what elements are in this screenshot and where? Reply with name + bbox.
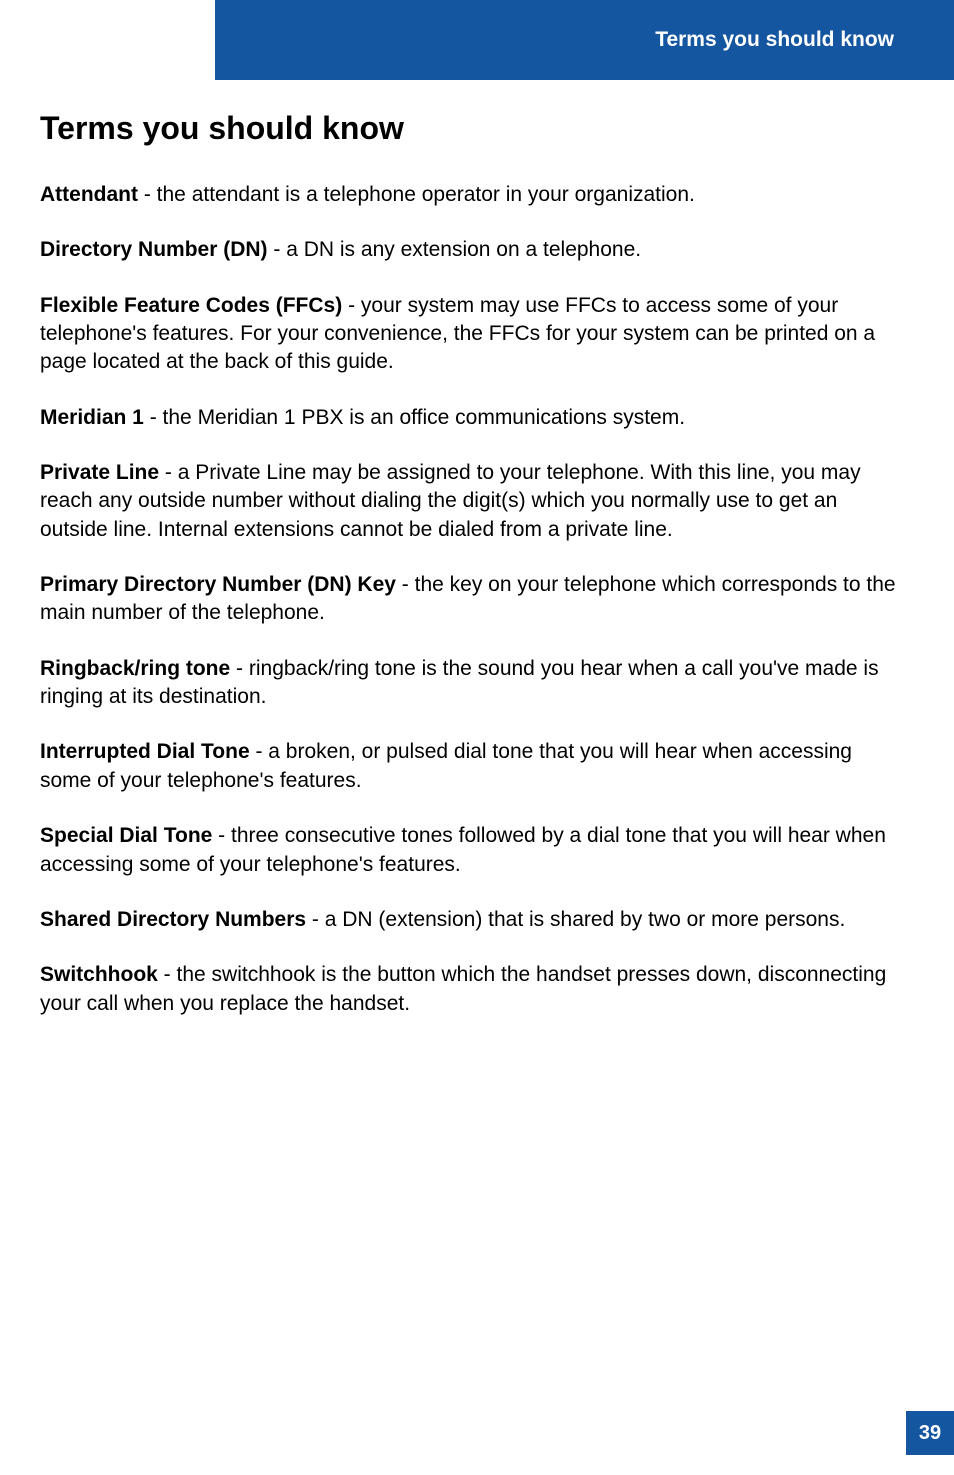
term-name: Interrupted Dial Tone [40, 740, 250, 763]
header-bar: Terms you should know [215, 0, 954, 80]
term-entry: Flexible Feature Codes (FFCs) - your sys… [40, 292, 899, 377]
term-name: Switchhook [40, 963, 158, 986]
term-name: Meridian 1 [40, 406, 144, 429]
term-name: Primary Directory Number (DN) Key [40, 573, 396, 596]
term-entry: Special Dial Tone - three consecutive to… [40, 822, 899, 879]
term-name: Directory Number (DN) [40, 238, 268, 261]
term-name: Special Dial Tone [40, 824, 212, 847]
term-entry: Attendant - the attendant is a telephone… [40, 181, 899, 209]
term-name: Private Line [40, 461, 159, 484]
page-number-box: 39 [906, 1411, 954, 1455]
term-definition: - the switchhook is the button which the… [40, 963, 886, 1014]
term-name: Shared Directory Numbers [40, 908, 306, 931]
page-heading: Terms you should know [40, 110, 899, 147]
term-entry: Primary Directory Number (DN) Key - the … [40, 571, 899, 628]
term-entry: Ringback/ring tone - ringback/ring tone … [40, 655, 899, 712]
term-definition: - a DN (extension) that is shared by two… [306, 908, 845, 931]
term-entry: Interrupted Dial Tone - a broken, or pul… [40, 738, 899, 795]
term-definition: - a DN is any extension on a telephone. [268, 238, 642, 261]
term-definition: - the attendant is a telephone operator … [138, 183, 695, 206]
header-title: Terms you should know [655, 28, 894, 52]
term-definition: - the Meridian 1 PBX is an office commun… [144, 406, 685, 429]
term-name: Flexible Feature Codes (FFCs) [40, 294, 342, 317]
page-number: 39 [919, 1422, 941, 1445]
term-entry: Meridian 1 - the Meridian 1 PBX is an of… [40, 404, 899, 432]
term-entry: Private Line - a Private Line may be ass… [40, 459, 899, 544]
content-area: Terms you should know Attendant - the at… [40, 110, 899, 1045]
term-name: Ringback/ring tone [40, 657, 230, 680]
term-entry: Directory Number (DN) - a DN is any exte… [40, 236, 899, 264]
term-entry: Switchhook - the switchhook is the butto… [40, 961, 899, 1018]
term-name: Attendant [40, 183, 138, 206]
term-definition: - a Private Line may be assigned to your… [40, 461, 861, 541]
term-entry: Shared Directory Numbers - a DN (extensi… [40, 906, 899, 934]
